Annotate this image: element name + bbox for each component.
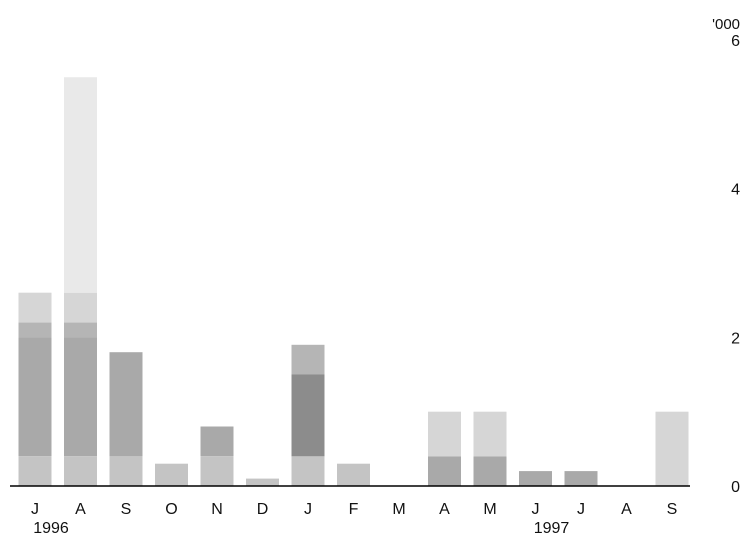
x-tick-label: F: [349, 501, 359, 518]
bar-segment-6-3: [291, 344, 325, 375]
bar-segment-14-4: [655, 411, 689, 486]
x-tick-label: J: [532, 501, 540, 518]
x-tick-label: A: [621, 501, 632, 518]
x-tick-label: D: [257, 501, 269, 518]
y-tick-labels: 0 2 4 6: [731, 33, 740, 496]
y-tick-label: 0: [731, 479, 740, 496]
bar-segment-0-0: [18, 456, 52, 486]
x-tick-label: J: [577, 501, 585, 518]
year-labels: 1996 1997: [33, 520, 569, 537]
bar-segment-1-4: [64, 292, 97, 323]
y-tick-label: 6: [731, 33, 740, 50]
x-tick-label: J: [304, 501, 312, 518]
bar-segment-1-3: [64, 322, 97, 338]
bar-segment-2-0: [109, 456, 143, 486]
bar-segment-5-0: [246, 478, 279, 486]
y-tick-label: 2: [731, 330, 740, 347]
bar-segment-1-0: [64, 456, 97, 486]
bar-segment-10-1: [473, 456, 507, 486]
bar-segment-0-4: [18, 292, 52, 323]
bar-segment-6-0: [291, 456, 325, 486]
year-label: 1996: [33, 520, 69, 537]
bar-segment-6-2: [291, 374, 325, 457]
bar-segment-0-3: [18, 322, 52, 338]
bar-segment-3-0: [155, 463, 188, 486]
x-tick-label: A: [439, 501, 450, 518]
bar-segment-2-1: [109, 352, 143, 457]
year-label: 1997: [534, 520, 570, 537]
x-tick-label: S: [667, 501, 678, 518]
x-tick-label: O: [165, 501, 177, 518]
y-tick-label: 4: [731, 182, 740, 199]
bar-segment-0-1: [18, 337, 52, 457]
x-tick-label: M: [392, 501, 405, 518]
y-unit-label: '000: [712, 16, 740, 33]
bars-group: [18, 77, 689, 486]
bar-segment-4-1: [200, 426, 234, 457]
x-tick-label: J: [31, 501, 39, 518]
bar-segment-9-4: [428, 411, 461, 457]
bar-segment-9-1: [428, 456, 461, 486]
x-tick-label: S: [121, 501, 132, 518]
x-tick-label: A: [75, 501, 86, 518]
bar-segment-7-0: [337, 463, 370, 486]
x-tick-label: N: [211, 501, 223, 518]
bar-segment-4-0: [200, 456, 234, 486]
bar-segment-1-5: [64, 77, 97, 293]
bar-segment-12-1: [564, 471, 598, 486]
bar-segment-1-1: [64, 337, 97, 457]
bar-segment-11-1: [519, 471, 552, 486]
x-tick-label: M: [483, 501, 496, 518]
bar-segment-10-4: [473, 411, 507, 457]
